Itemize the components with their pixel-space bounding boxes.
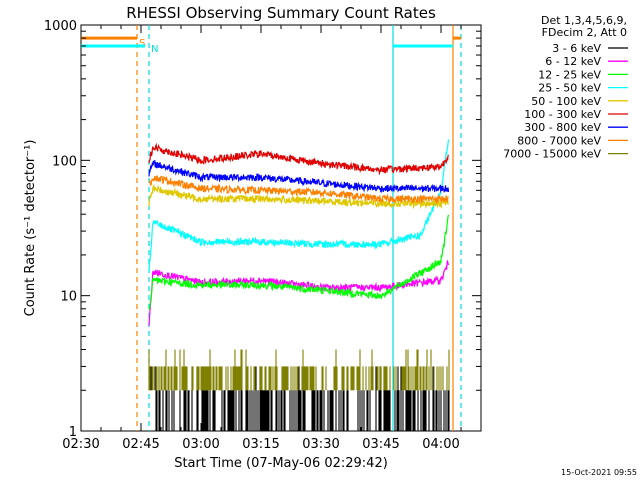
x-tick-label: 02:45: [122, 437, 159, 452]
series-25-50-kev: [148, 136, 450, 273]
series-line: [148, 159, 450, 194]
x-tick-label: 02:30: [62, 437, 99, 452]
plot-area: [80, 24, 482, 432]
x-tick-label: 03:30: [302, 437, 339, 452]
y-tick-label: 100: [52, 154, 77, 169]
y-axis-label: Count Rate (s⁻¹ detector⁻¹): [23, 140, 38, 317]
series-300-800-kev: [148, 159, 450, 194]
series-line: [148, 139, 450, 273]
chart-title: RHESSI Observing Summary Count Rates: [126, 4, 436, 22]
legend-label: 50 - 100 keV: [531, 95, 601, 108]
marker-label: N: [151, 44, 158, 55]
legend-label: 3 - 6 keV: [552, 42, 601, 55]
data-series: [148, 136, 450, 431]
x-axis-label: Start Time (07-May-06 02:29:42): [174, 456, 388, 471]
time-markers: SN: [81, 25, 462, 431]
footer-timestamp: 15-Oct-2021 09:55: [561, 468, 637, 477]
x-tick-label: 04:00: [422, 437, 459, 452]
legend-label: 25 - 50 keV: [538, 82, 601, 95]
y-tick-label: 1: [69, 425, 77, 440]
series-12-25-kev: [148, 214, 450, 310]
series-line: [148, 175, 449, 205]
legend-label: 100 - 300 keV: [524, 108, 601, 121]
legend-label: 6 - 12 keV: [545, 55, 601, 68]
legend-header: Det 1,3,4,5,6,9,: [541, 14, 627, 27]
series-100-300-kev: [148, 142, 450, 176]
x-tick-label: 03:45: [362, 437, 399, 452]
series-line: [148, 214, 450, 310]
y-tick-label: 1000: [44, 19, 77, 34]
axes: 02:30 02:45 03:00 03:15 03:30 03:45 04:00 1 10 10…: [44, 19, 482, 452]
series-800-7000-kev: [148, 175, 450, 205]
y-tick-label: 10: [60, 290, 77, 305]
series-7000-15000-kev: [148, 349, 450, 391]
legend-label: 12 - 25 keV: [538, 68, 601, 81]
legend-label: 300 - 800 keV: [524, 121, 601, 134]
x-tick-label: 03:15: [242, 437, 279, 452]
marker-label: S: [139, 38, 145, 49]
x-tick-label: 03:00: [182, 437, 219, 452]
legend-header: FDecim 2, Att 0: [542, 26, 627, 39]
series-line: [148, 142, 450, 176]
legend-label: 7000 - 15000 keV: [503, 148, 601, 161]
legend-label: 800 - 7000 keV: [517, 134, 601, 147]
legend: Det 1,3,4,5,6,9,FDecim 2, Att 0 3 - 6 keV…: [503, 14, 628, 161]
